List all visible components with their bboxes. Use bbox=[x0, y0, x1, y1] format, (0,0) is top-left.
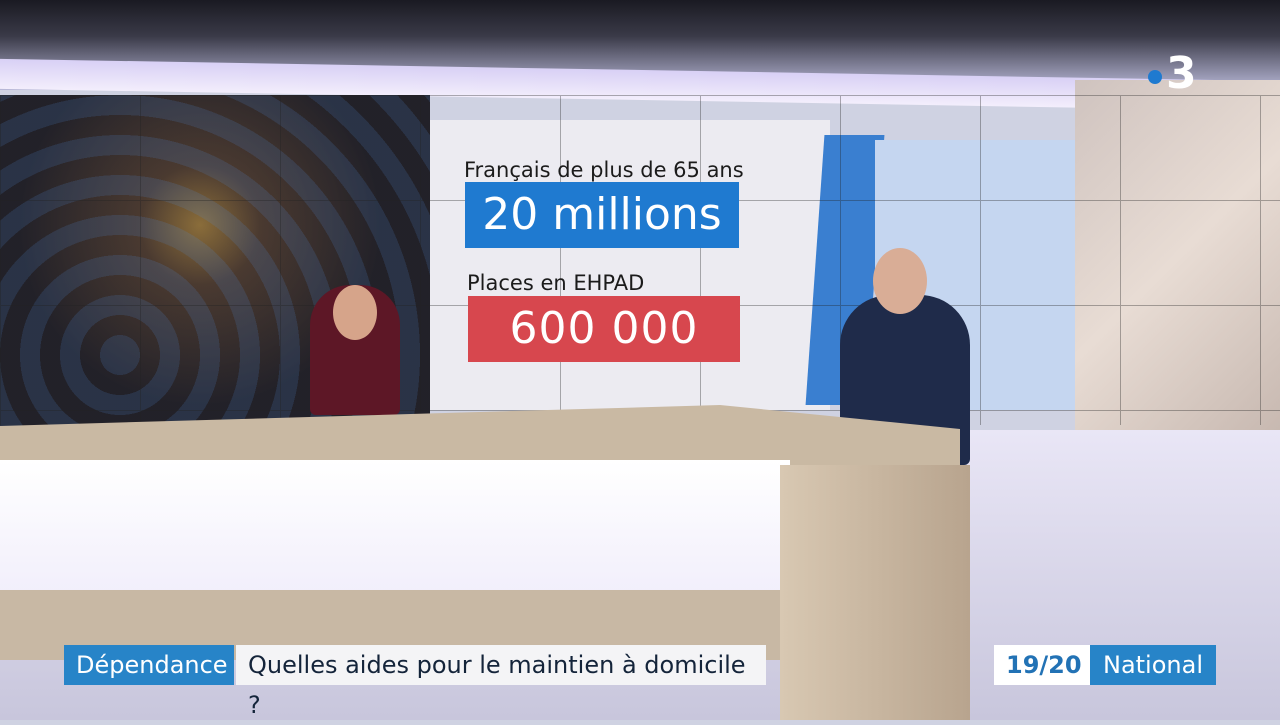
stat-value-ehpad: 600 000 bbox=[468, 296, 740, 362]
channel-logo: 3 bbox=[1148, 48, 1208, 99]
desk-leg bbox=[780, 465, 970, 720]
screen-grid bbox=[0, 95, 1280, 425]
stat-label-ehpad: Places en EHPAD bbox=[467, 271, 645, 295]
lower-third-category: Dépendance bbox=[64, 645, 234, 685]
show-name: 19/20 bbox=[994, 645, 1090, 685]
presenter-woman-head bbox=[333, 285, 377, 340]
video-wall-hands bbox=[1075, 80, 1280, 435]
presenter-man-head bbox=[873, 248, 927, 314]
stat-label-seniors: Français de plus de 65 ans bbox=[464, 158, 744, 182]
stat-value-seniors: 20 millions bbox=[465, 182, 739, 248]
lower-third-headline: Quelles aides pour le maintien à domicil… bbox=[236, 645, 766, 719]
logo-number: 3 bbox=[1166, 48, 1197, 99]
desk-front bbox=[0, 460, 790, 600]
logo-dot-icon bbox=[1148, 70, 1162, 84]
edition-label: National bbox=[1090, 645, 1216, 685]
